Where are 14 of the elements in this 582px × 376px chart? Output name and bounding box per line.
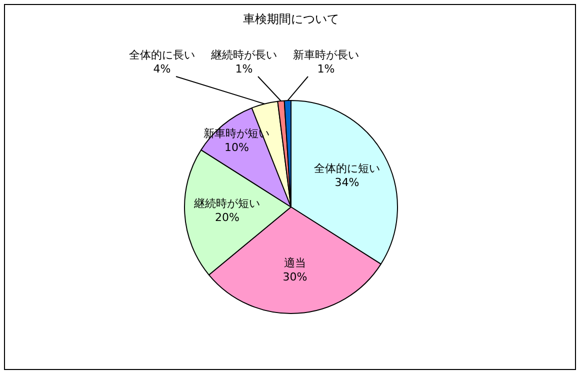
- slice-label: 全体的に短い: [314, 162, 380, 176]
- data-label: 1%: [235, 62, 253, 76]
- slice-label: 新車時が長い: [293, 48, 359, 62]
- slice-label: 全体的に長い: [129, 48, 195, 62]
- data-label: 10%: [224, 141, 249, 154]
- data-label: 20%: [215, 210, 240, 224]
- data-label: 30%: [282, 270, 308, 284]
- slice-label: 継続時が長い: [210, 48, 277, 62]
- slice-label: 適当: [284, 256, 306, 270]
- data-label: 34%: [334, 176, 360, 190]
- data-label: 1%: [317, 62, 335, 76]
- slice-label: 継続時が短い: [193, 196, 260, 210]
- data-label: 4%: [153, 62, 171, 76]
- chart-title: 車検期間について: [243, 12, 339, 26]
